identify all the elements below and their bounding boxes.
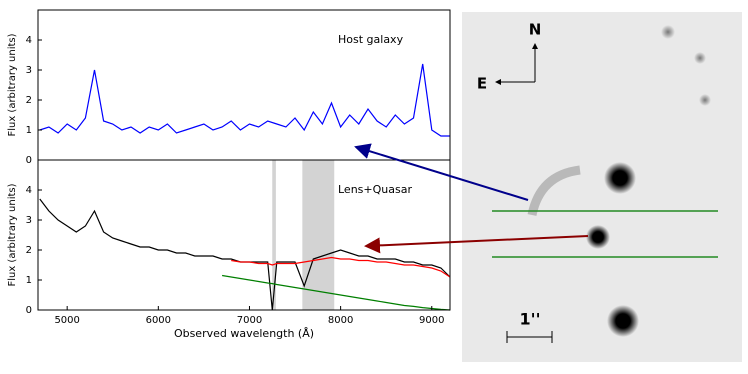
shaded-region	[302, 160, 335, 310]
spectrum-line	[231, 256, 451, 278]
spectrum-line	[39, 63, 450, 137]
panel-annotation: Lens+Quasar	[338, 183, 412, 196]
y-tick-label: 1	[26, 125, 32, 136]
arc	[527, 165, 581, 217]
spectrum-line	[39, 198, 451, 311]
panel: 0 1 2 3 4 Host galaxy Flux (arbitrary units)	[7, 9, 451, 166]
x-tick-label: 9000	[419, 315, 444, 326]
y-tick-label: 1	[26, 275, 32, 286]
galaxy	[604, 162, 636, 194]
arrow-host	[354, 143, 529, 201]
y-tick-label: 3	[26, 215, 32, 226]
spectrum-line	[222, 274, 451, 311]
scale-bar	[506, 331, 553, 343]
panel: 0 1 2 3 4 5000 6000 7000 8000 9000 Lens+Quasar Flux…	[7, 159, 451, 340]
y-axis-label: Flux (arbitrary units)	[7, 33, 18, 136]
y-tick-label: 2	[26, 245, 32, 256]
y-axis-label: Flux (arbitrary units)	[7, 183, 18, 286]
faint-source	[699, 94, 711, 106]
y-tick-label: 2	[26, 95, 32, 106]
arrow-lens	[364, 235, 589, 254]
x-tick-label: 7000	[237, 315, 262, 326]
y-tick-label: 3	[26, 65, 32, 76]
star	[607, 305, 639, 337]
faint-source	[661, 25, 675, 39]
y-tick-label: 0	[26, 155, 32, 166]
x-axis-label: Observed wavelength (Å)	[174, 327, 314, 340]
panel-annotation: Host galaxy	[338, 33, 404, 46]
sky-image: N E 1''	[462, 12, 742, 362]
north-label: N	[529, 21, 542, 39]
quasar	[586, 225, 610, 249]
shaded-region	[272, 160, 276, 310]
y-tick-label: 4	[26, 35, 32, 46]
x-tick-label: 5000	[54, 315, 79, 326]
x-tick-label: 6000	[146, 315, 171, 326]
east-label: E	[477, 75, 487, 93]
y-tick-label: 4	[26, 185, 32, 196]
y-tick-label: 0	[26, 305, 32, 316]
image-background	[462, 12, 742, 362]
axes-frame	[37, 9, 451, 161]
scale-label: 1''	[520, 310, 541, 329]
x-tick-label: 8000	[328, 315, 353, 326]
faint-source	[694, 52, 706, 64]
